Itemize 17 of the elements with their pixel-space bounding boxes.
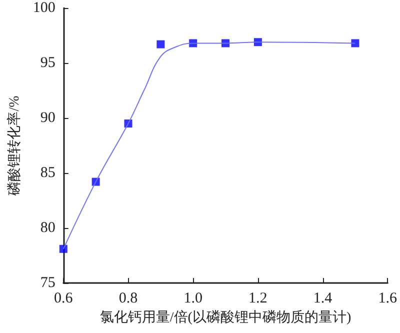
x-tick-label: 1.2: [248, 290, 268, 306]
y-tick-label: 95: [40, 55, 56, 71]
point: [59, 244, 68, 253]
x-tick-label: 1.6: [378, 290, 398, 306]
y-tick-label: 100: [32, 0, 56, 16]
point: [156, 40, 165, 48]
y-tick-label: 75: [40, 275, 56, 291]
x-tick-label: 1.0: [184, 290, 202, 306]
y-tick-label: 80: [40, 220, 56, 236]
point: [351, 39, 360, 48]
y-tick-label: 90: [40, 110, 56, 126]
x-tick-label: 1.4: [313, 290, 333, 306]
x-tick-label: 0.8: [118, 290, 138, 306]
x-axis-title: 氯化钙用量/倍(以磷酸锂中磷物质的量计): [100, 310, 352, 326]
x-tick-label: 0.6: [54, 290, 74, 306]
y-tick-label: 85: [40, 165, 56, 181]
y-axis-title: 磷酸锂转化率/%: [6, 95, 22, 196]
